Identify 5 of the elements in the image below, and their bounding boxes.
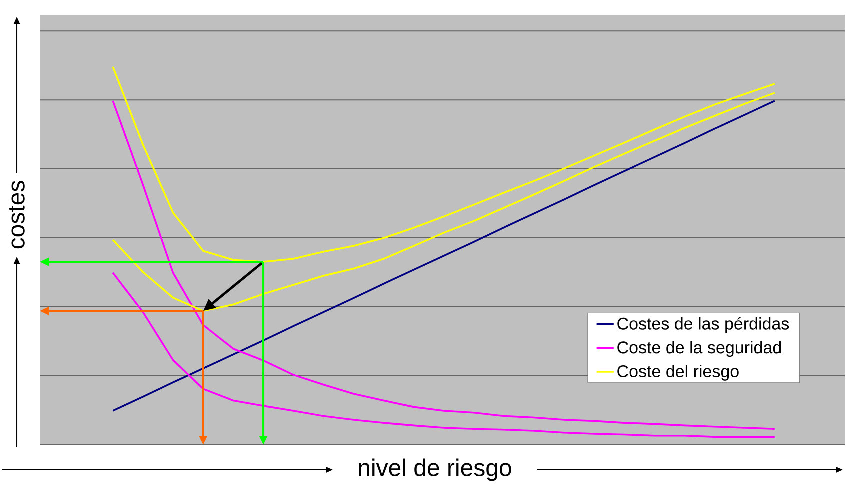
x-axis-title: nivel de riesgo	[359, 458, 512, 482]
legend-label: Coste de la seguridad	[618, 341, 782, 358]
legend-label: Coste del riesgo	[618, 365, 739, 381]
legend-label: Costes de las pérdidas	[618, 317, 790, 334]
y-axis-title: costes	[9, 181, 25, 249]
